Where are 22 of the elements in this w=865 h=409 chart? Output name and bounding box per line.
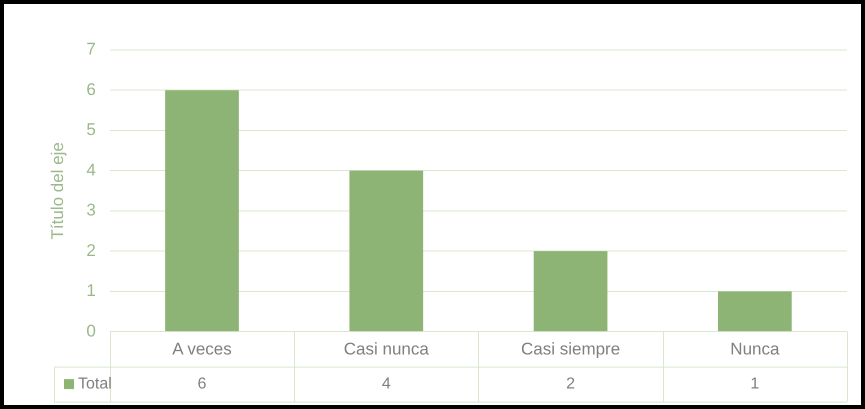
data-label: 2	[566, 376, 576, 393]
data-label: 6	[198, 376, 207, 393]
y-tick-label: 4	[86, 160, 96, 180]
x-tick-label: Casi siempre	[520, 339, 620, 358]
data-label: 4	[382, 376, 391, 393]
y-tick-label: 0	[86, 321, 96, 340]
y-tick-label: 6	[86, 80, 96, 99]
y-tick-label: 5	[86, 120, 96, 140]
x-tick-label: Casi nunca	[344, 339, 430, 358]
bar	[718, 291, 792, 332]
x-tick-label: Nunca	[730, 339, 780, 358]
y-axis-title: Título del eje	[48, 142, 67, 240]
bar	[349, 170, 424, 332]
bar	[534, 251, 608, 332]
y-tick-label: 2	[86, 240, 96, 260]
x-tick-label: A veces	[172, 339, 232, 358]
y-tick-label: 3	[86, 200, 96, 220]
data-label: 1	[750, 376, 760, 393]
bar	[165, 90, 239, 332]
y-tick-label: 7	[86, 40, 96, 59]
legend-label: Total	[78, 376, 112, 393]
y-tick-label: 1	[86, 281, 96, 300]
